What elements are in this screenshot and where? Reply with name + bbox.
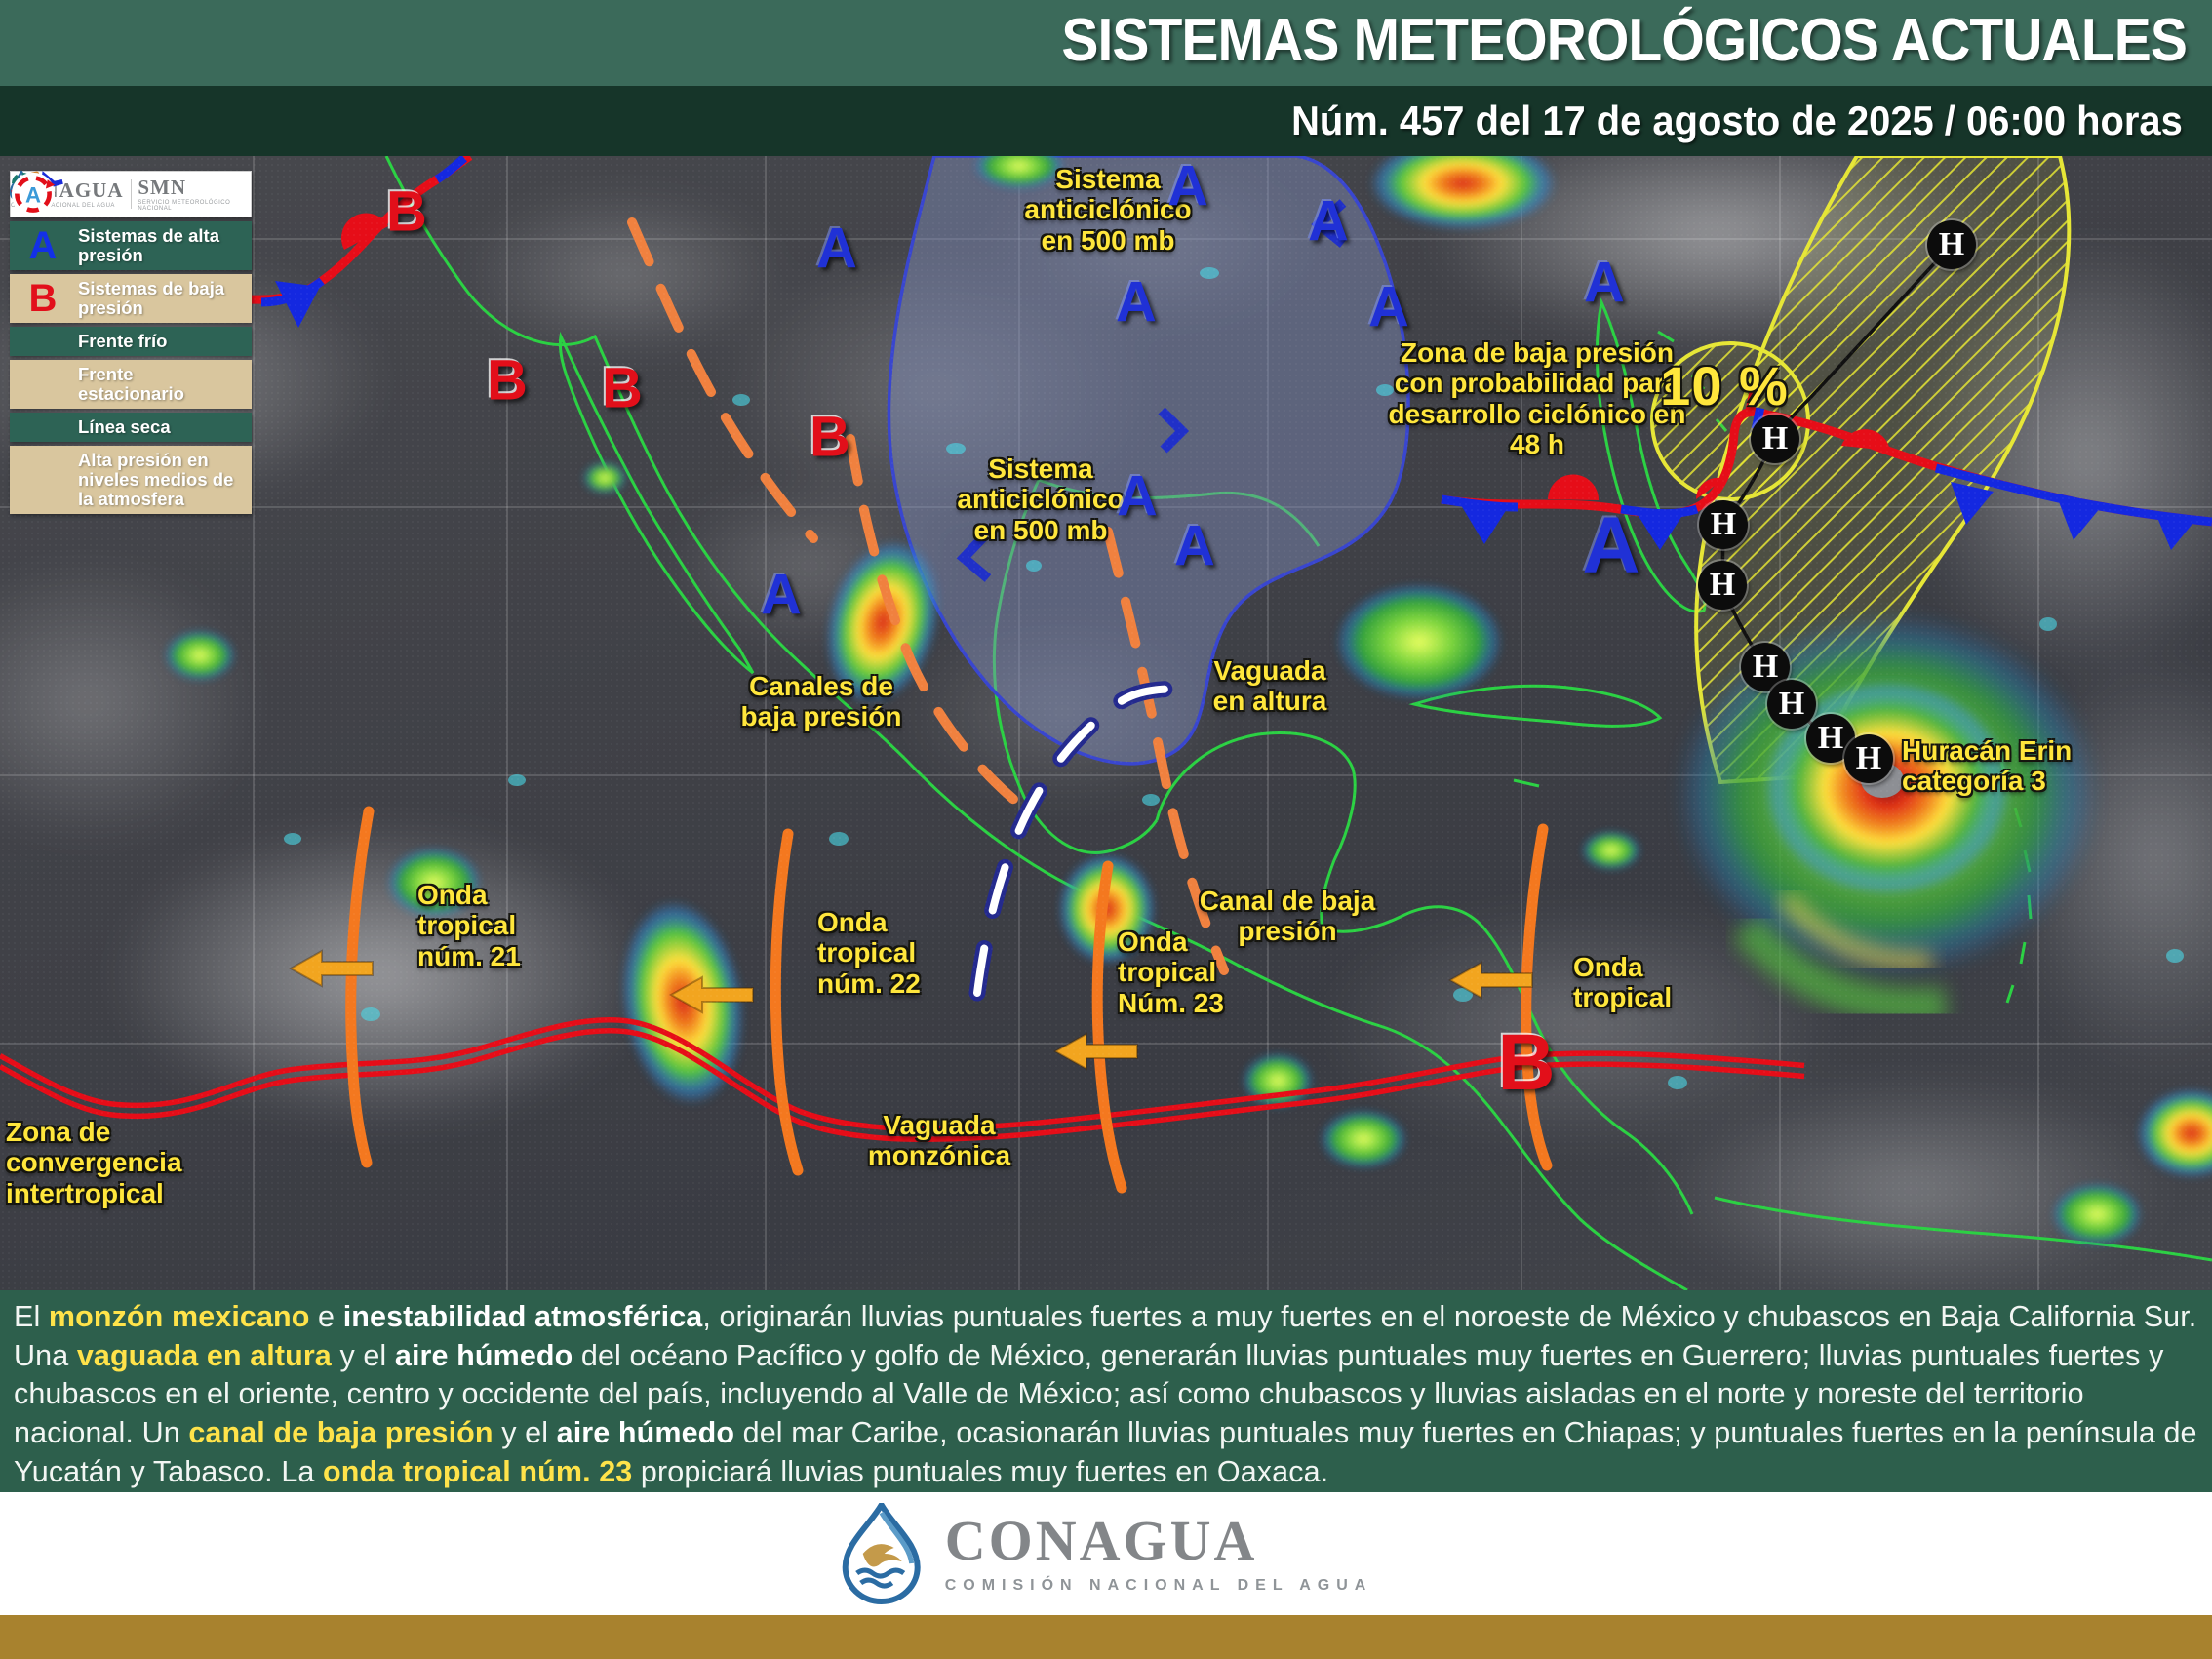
wave-arrows <box>288 949 1533 1071</box>
label-probability: 10 % <box>1660 355 1789 416</box>
light-echoes <box>284 267 2184 1089</box>
legend-smn-wordmark: SMN <box>138 175 187 199</box>
track-point-H: H <box>1844 734 1893 783</box>
footer-tagline: COMISIÓN NACIONAL DEL AGUA <box>944 1577 1373 1594</box>
label-tropical-wave-23: Onda tropical Núm. 23 <box>1118 927 1224 1018</box>
conagua-logo: CONAGUA COMISIÓN NACIONAL DEL AGUA <box>840 1503 1373 1604</box>
legend-item-dry-line: Línea seca <box>10 171 252 442</box>
legend-item-high-pressure: A Sistemas de alta presión <box>10 221 252 270</box>
label-tropical-wave-east: Onda tropical <box>1573 952 1673 1013</box>
stationary-front-nw <box>233 156 473 328</box>
high-pressure-A: A <box>1116 270 1157 335</box>
label-hurricane-erin: Huracán Erin categoría 3 <box>1902 735 2073 797</box>
low-pressure-B: B <box>386 179 427 244</box>
legend-item-cold-front: Frente frío <box>10 173 252 356</box>
forecast-discussion: El monzón mexicano e inestabilidad atmos… <box>0 1290 2212 1492</box>
circulation-chevrons <box>956 199 1347 582</box>
track-point-H: H <box>1751 415 1799 463</box>
legend-item-stationary-front: Frente estacionario <box>10 171 252 409</box>
high-pressure-A: A <box>1167 156 1208 218</box>
high-pressure-A: A <box>1308 189 1349 254</box>
upper-trough-line <box>968 679 1206 1002</box>
header-subbar: Núm. 457 del 17 de agosto de 2025 / 06:0… <box>0 86 2212 156</box>
high-pressure-A: A <box>1582 501 1640 590</box>
tropical-wave-lines <box>345 806 1553 1194</box>
track-point-H: H <box>1767 680 1816 729</box>
bulletin-number: Núm. 457 del 17 de agosto de 2025 / 06:0… <box>1291 98 2183 143</box>
high-pressure-A: A <box>816 217 857 281</box>
header-bar: SISTEMAS METEOROLÓGICOS ACTUALES <box>0 0 2212 86</box>
legend-item-low-pressure: B Sistemas de baja presión <box>10 273 252 323</box>
label-tropical-wave-22: Onda tropical núm. 22 <box>817 907 921 999</box>
track-point-H: H <box>1927 220 1976 269</box>
logo-divider <box>130 179 132 209</box>
page-title: SISTEMAS METEOROLÓGICOS ACTUALES <box>1061 7 2188 74</box>
high-pressure-A: A <box>1174 514 1215 578</box>
low-pressure-icon: B <box>28 276 58 320</box>
high-pressure-A: A <box>1584 251 1625 315</box>
low-pressure-channels <box>627 217 1229 975</box>
label-upper-trough: Vaguada en altura <box>1212 655 1327 717</box>
label-itcz: Zona de convergencia intertropical <box>6 1117 182 1208</box>
label-tropical-wave-21: Onda tropical núm. 21 <box>417 880 521 971</box>
anticyclone-region <box>887 156 1410 766</box>
legend-item-mid-level-high: A Alta presión en niveles medios de la a… <box>10 172 252 514</box>
forecast-text: El monzón mexicano e inestabilidad atmos… <box>14 1300 2197 1488</box>
label-low-channel: Canal de baja presión <box>1199 886 1376 947</box>
label-anticyclone-1: Sistema anticiclónico en 500 mb <box>1024 164 1192 256</box>
precipitation-blobs <box>165 156 2212 1245</box>
satellite-map: Sistema anticiclónico en 500 mb Sistema … <box>0 156 2212 1290</box>
track-point-H: H <box>1699 500 1748 549</box>
high-pressure-icon: A <box>28 223 58 267</box>
label-anticyclone-2: Sistema anticiclónico en 500 mb <box>957 454 1125 545</box>
label-low-channels: Canales de baja presión <box>740 671 902 732</box>
track-point-H: H <box>1698 561 1747 610</box>
legend: CONAGUA COMISIÓN NACIONAL DEL AGUA SMN S… <box>10 171 252 518</box>
low-pressure-B: B <box>1497 1018 1556 1107</box>
low-pressure-B: B <box>602 356 643 420</box>
footer: CONAGUA COMISIÓN NACIONAL DEL AGUA <box>0 1492 2212 1615</box>
gold-bar <box>0 1615 2212 1659</box>
conagua-drop-eagle-icon <box>842 1503 921 1604</box>
high-pressure-A: A <box>761 563 802 627</box>
low-pressure-B: B <box>810 405 850 469</box>
map-graphics <box>0 156 2212 1290</box>
label-development-zone: Zona de baja presión con probabilidad pa… <box>1388 337 1686 460</box>
label-monsoon-trough: Vaguada monzónica <box>867 1110 1011 1171</box>
high-pressure-A: A <box>1117 464 1158 529</box>
footer-brand: CONAGUA <box>944 1509 1258 1572</box>
svg-text:A: A <box>25 182 41 207</box>
low-pressure-B: B <box>487 348 528 413</box>
high-pressure-A: A <box>1368 275 1409 339</box>
